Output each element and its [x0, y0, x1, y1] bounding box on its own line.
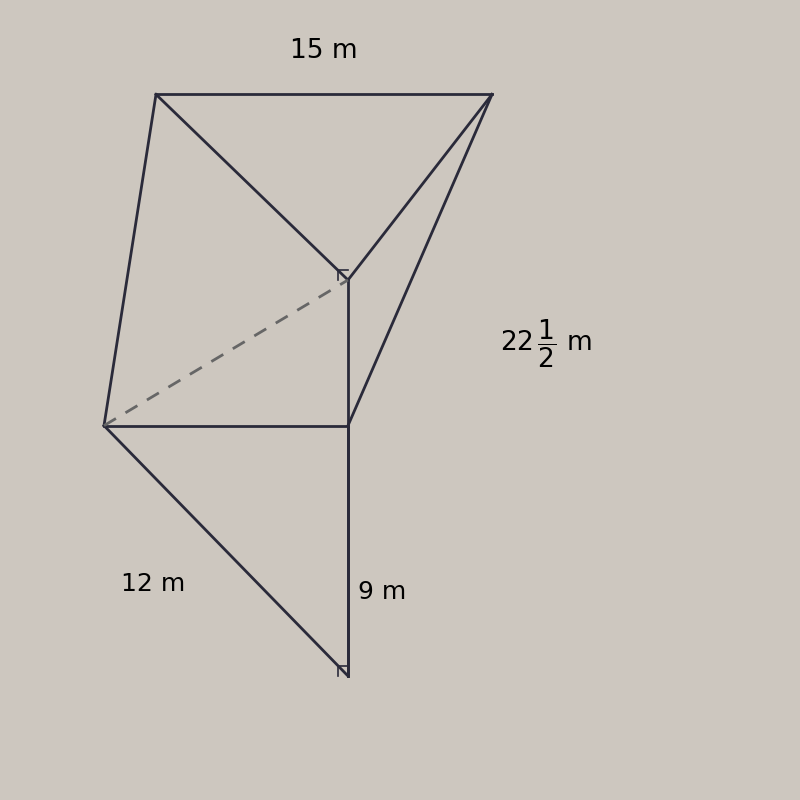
- Text: $22\,\dfrac{1}{2}$ m: $22\,\dfrac{1}{2}$ m: [500, 318, 592, 370]
- Text: 12 m: 12 m: [122, 572, 186, 596]
- Text: 15 m: 15 m: [290, 38, 358, 64]
- Text: 9 m: 9 m: [358, 580, 406, 604]
